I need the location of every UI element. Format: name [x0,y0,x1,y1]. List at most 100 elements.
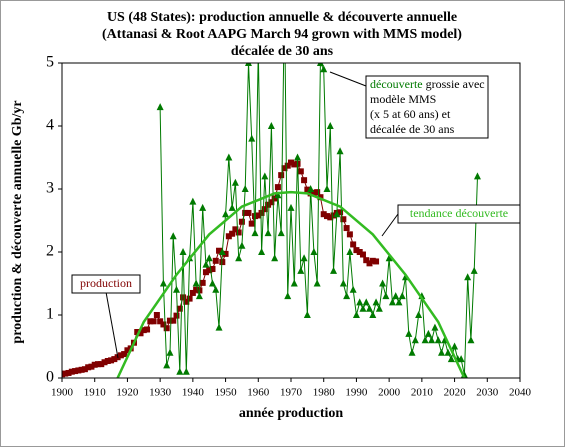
point [124,347,131,354]
point [140,327,147,334]
x-tick-label: 1940 [182,387,205,399]
point [310,189,317,196]
point [411,336,419,344]
point [336,147,344,155]
point [288,159,294,166]
point [88,363,95,370]
point [304,186,311,193]
point [261,172,269,180]
point [195,292,203,300]
point [271,254,279,262]
point [202,260,210,268]
point [323,213,330,220]
point [75,367,82,374]
point [192,279,200,287]
point [222,210,230,218]
point [363,257,370,264]
x-tick-label: 1900 [51,387,74,399]
point [166,317,173,324]
point [281,165,288,172]
chart-title: décalée de 30 ans [231,44,334,59]
point [444,348,452,356]
x-tick-label: 1910 [84,387,107,399]
point [395,298,403,306]
point [229,230,236,237]
point [163,361,171,369]
x-tick-label: 1980 [313,387,336,399]
point [362,298,370,306]
point [346,231,353,238]
point [235,229,242,236]
point [428,336,436,344]
point [303,311,311,318]
point [179,248,187,255]
point [287,203,295,211]
point [189,289,196,296]
point [193,286,200,293]
point [379,279,387,287]
point [186,295,193,302]
point [206,267,213,274]
point [457,355,465,363]
point [424,329,432,337]
point [173,285,180,293]
point [343,292,351,300]
point [382,292,390,300]
annotation-box [71,274,141,294]
series-line [116,190,466,378]
point [104,357,111,364]
point [245,209,252,216]
point [294,153,302,161]
point [313,279,321,287]
point [359,304,367,312]
point [189,197,197,205]
point [290,279,298,287]
annotation: découverte grossie avec [370,77,485,91]
point [405,329,413,337]
point [316,63,324,66]
x-tick-label: 1930 [149,387,172,399]
point [320,65,328,73]
point [373,258,380,265]
point [232,226,239,233]
point [108,357,115,364]
point [134,329,141,336]
point [353,247,360,254]
y-tick-label: 2 [46,243,54,260]
y-tick-label: 5 [46,54,54,71]
point [451,342,459,350]
point [231,178,239,186]
point [157,318,164,325]
point [91,361,98,368]
point [375,304,383,312]
x-tick-label: 2040 [509,387,532,399]
point [111,356,118,363]
point [258,248,266,255]
x-tick-label: 1990 [345,387,368,399]
point [199,203,207,211]
point [274,191,282,199]
x-tick-label: 2020 [444,387,467,399]
point [356,249,363,255]
point [265,201,272,208]
x-tick-label: 1970 [280,387,303,399]
point [228,203,236,211]
point [98,361,105,368]
point [78,366,85,373]
point [163,325,170,332]
point [176,367,184,375]
point [333,210,341,218]
point [199,279,206,286]
point [343,225,350,232]
point [241,185,249,192]
point [415,311,423,318]
annotation-part: grossie avec [426,77,485,91]
point [81,366,88,373]
x-tick-label: 1950 [215,387,238,399]
point [72,368,79,375]
point [366,260,373,267]
leader-line [105,291,119,359]
point [346,248,354,255]
point [222,250,229,257]
